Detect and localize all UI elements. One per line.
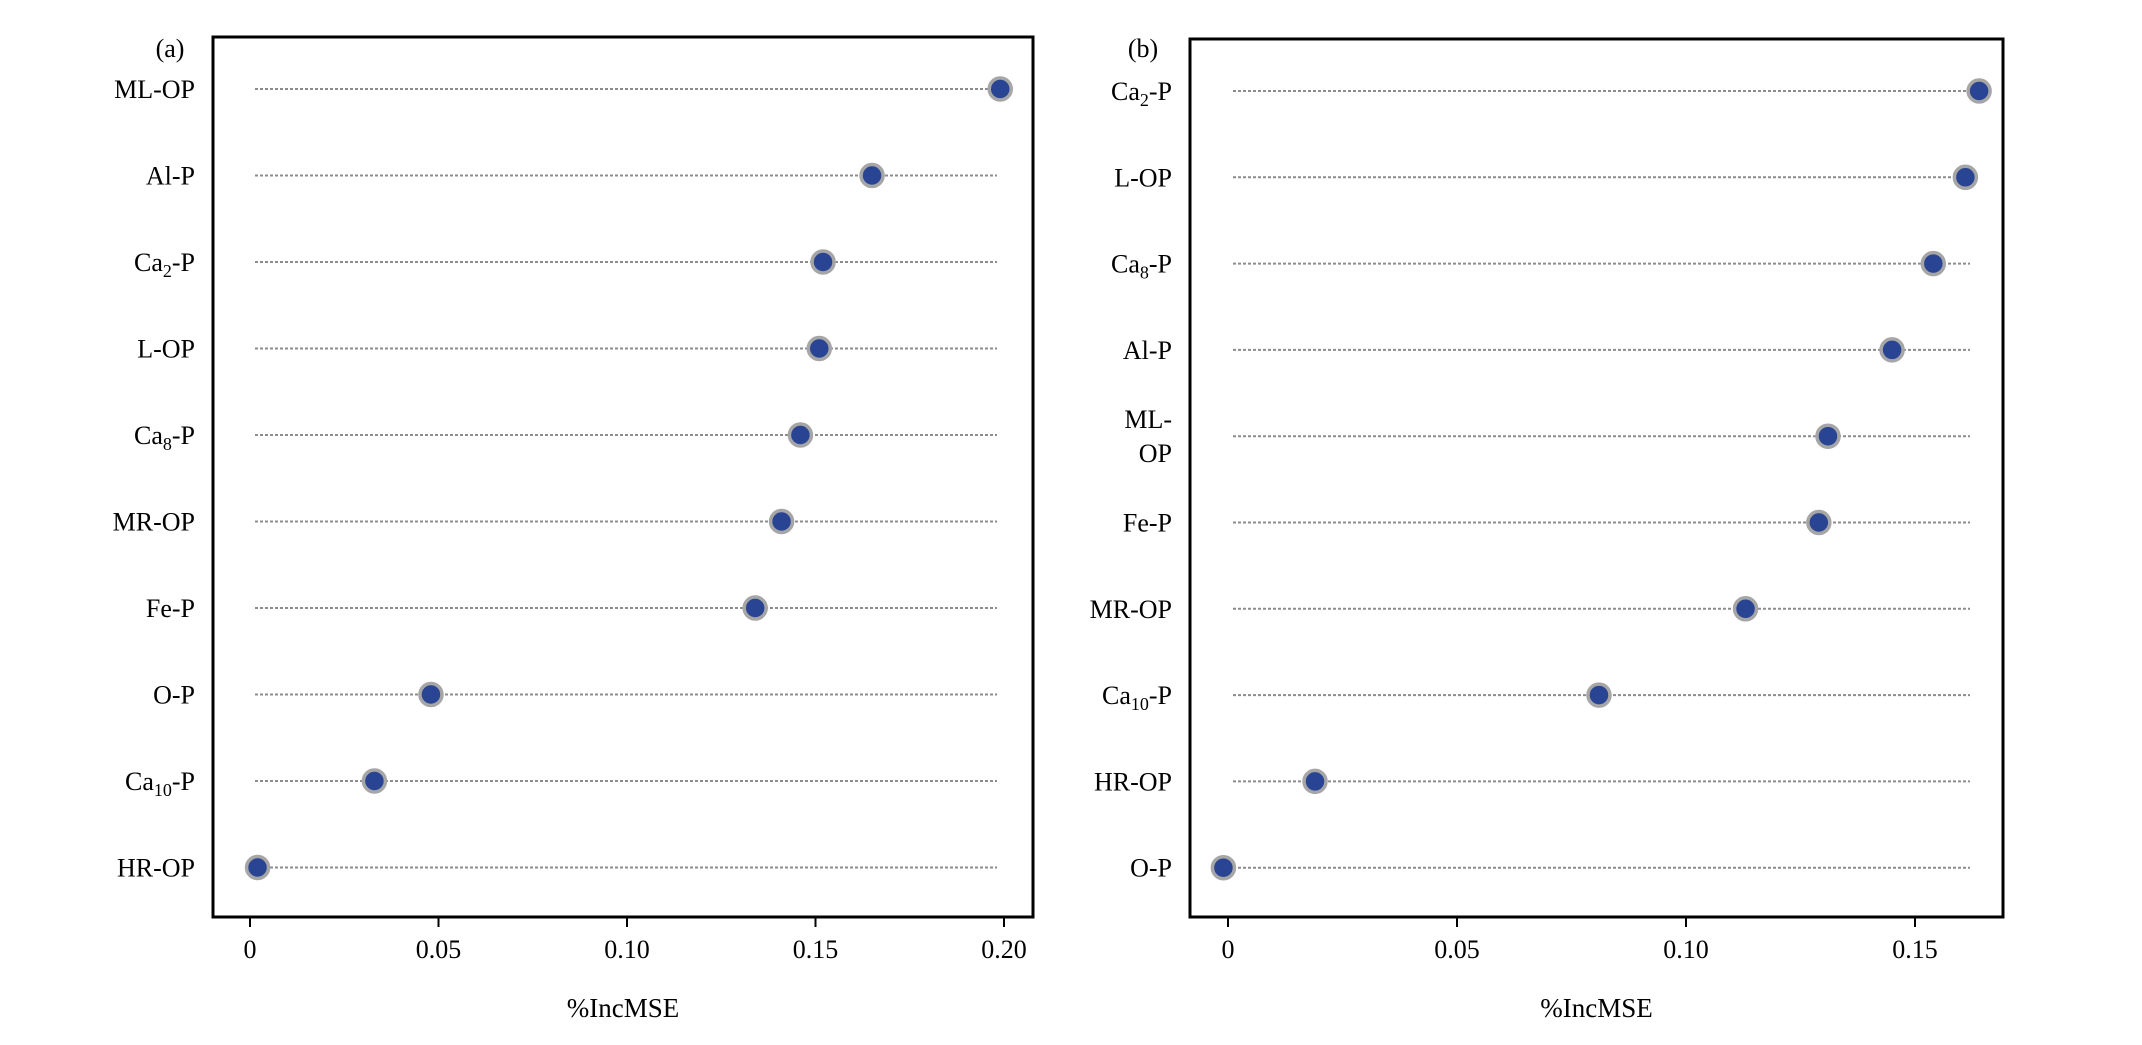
data-point xyxy=(1210,854,1237,881)
panel-a: (a) ML-OP Al-P Ca2-P L-OP Ca8-P MR-OP Fe-P O-P Ca… xyxy=(113,34,1035,1023)
category-label: Ca8-P xyxy=(1111,250,1172,283)
category-label: O-P xyxy=(153,681,195,710)
data-point xyxy=(987,76,1013,102)
x-tick-label: 0 xyxy=(244,935,257,964)
data-point xyxy=(1952,164,1979,191)
panel-tag: (a) xyxy=(156,34,185,63)
category-label: OP xyxy=(1139,439,1172,468)
data-point xyxy=(787,422,814,448)
data-point xyxy=(742,595,768,621)
data-point xyxy=(1815,423,1841,449)
x-tick-label: 0.20 xyxy=(981,935,1027,964)
category-label: Al-P xyxy=(146,162,195,191)
category-label: L-OP xyxy=(1114,163,1172,192)
category-label: L-OP xyxy=(137,335,195,364)
plot-frame xyxy=(1188,37,2005,919)
data-point xyxy=(1879,337,1905,363)
category-label: HR-OP xyxy=(117,854,195,883)
x-tick-label: 0.15 xyxy=(1892,935,1938,964)
data-point xyxy=(806,335,833,362)
x-tick-label: 0.05 xyxy=(1434,935,1480,964)
category-label: Ca8-P xyxy=(134,421,195,454)
category-label: Al-P xyxy=(1123,336,1172,365)
category-label: Ca10-P xyxy=(1102,681,1172,714)
category-label: Ca10-P xyxy=(125,767,195,800)
category-label: HR-OP xyxy=(1094,767,1172,796)
x-tick-label: 0.10 xyxy=(604,935,650,964)
data-point xyxy=(361,768,388,794)
data-point xyxy=(1920,250,1947,277)
data-point xyxy=(1966,78,1992,104)
data-point xyxy=(1806,509,1832,536)
data-point xyxy=(859,162,885,189)
category-label: Ca2-P xyxy=(134,248,195,281)
category-label: Fe-P xyxy=(1123,509,1172,538)
data-point xyxy=(1302,768,1328,795)
category-label: Ca2-P xyxy=(1111,77,1172,110)
data-point xyxy=(244,854,271,881)
panel-b: (b) Ca2-P L-OP Ca8-P Al-P ML- OP Fe-P MR-OP Ca10-… xyxy=(1090,34,2005,1023)
x-tick-label: 0.15 xyxy=(793,935,839,964)
category-label: Fe-P xyxy=(146,594,195,623)
x-axis-title: %IncMSE xyxy=(567,993,679,1023)
x-tick-label: 0.10 xyxy=(1663,935,1709,964)
x-tick-label: 0.05 xyxy=(416,935,462,964)
category-label: MR-OP xyxy=(1090,595,1172,624)
category-label: MR-OP xyxy=(113,508,195,537)
category-label: ML-OP xyxy=(114,75,195,104)
category-label: ML- xyxy=(1124,405,1172,434)
data-point xyxy=(810,249,836,275)
x-tick-label: 0 xyxy=(1222,935,1235,964)
x-axis-title: %IncMSE xyxy=(1540,993,1652,1023)
panel-tag: (b) xyxy=(1128,34,1158,63)
data-point xyxy=(768,508,795,535)
data-point xyxy=(1732,596,1759,622)
plot-frame xyxy=(211,35,1035,919)
category-label: O-P xyxy=(1130,854,1172,883)
data-point xyxy=(418,681,444,708)
data-point xyxy=(1586,682,1612,708)
